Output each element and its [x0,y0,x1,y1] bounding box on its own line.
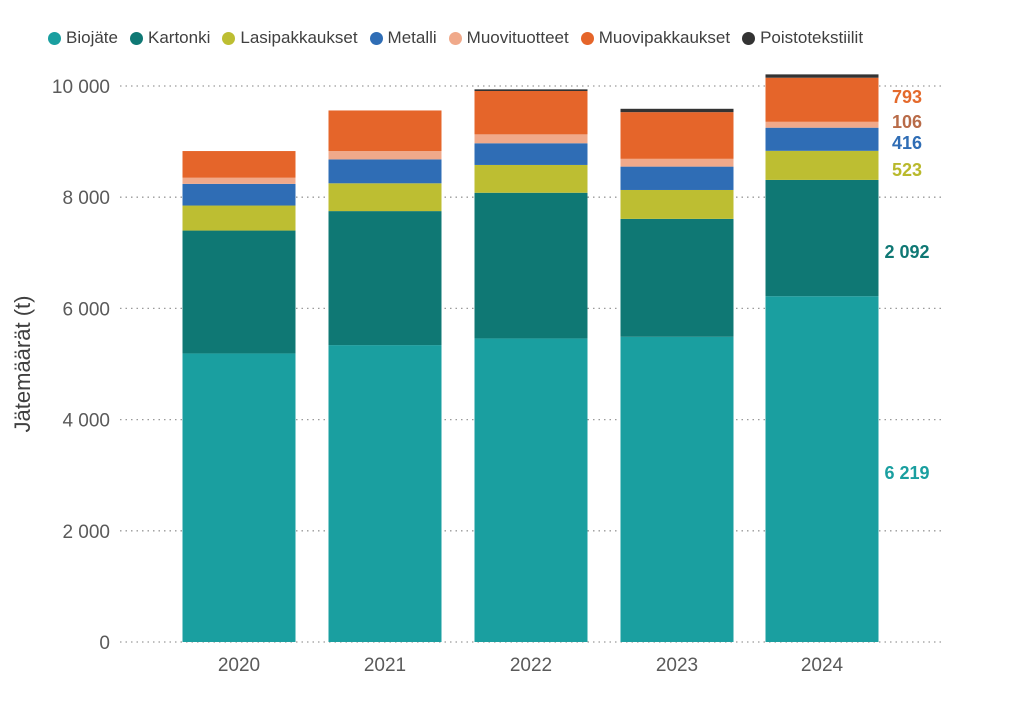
bar-segment [765,127,879,151]
bar-segment [182,151,296,178]
bar-segment [182,230,296,354]
legend-label: Muovituotteet [466,28,569,47]
bar-segment [182,177,296,184]
bar-segment [620,218,734,337]
data-label: 416 [892,133,922,153]
bar-segment [328,183,442,212]
bar-segment [765,150,879,180]
bar-segment [474,134,588,144]
bar-segment [765,179,879,297]
legend-swatch [580,31,594,45]
bar-segment [620,158,734,167]
bar-segment [620,112,734,159]
legend-item: Lasipakkaukset [222,28,358,48]
y-axis-label: Jätemäärät (t) [10,296,35,433]
bar-segment [328,159,442,184]
bar-segment [765,77,879,122]
data-label: 2 092 [884,242,929,262]
bar-segment [765,296,879,642]
legend-item: Kartonki [129,28,211,48]
legend-label: Lasipakkaukset [240,28,358,47]
x-tick-label: 2021 [364,655,406,676]
bar-segment [328,110,442,152]
bar-segment [474,338,588,642]
legend-swatch [48,31,61,45]
y-tick-label: 2 000 [62,522,110,543]
bar-segment [474,143,588,165]
y-tick-label: 6 000 [62,299,110,320]
legend-swatch [222,31,236,45]
data-label: 793 [892,87,922,107]
y-tick-label: 0 [99,633,110,654]
x-tick-label: 2023 [656,655,698,676]
data-label: 106 [892,112,922,132]
bar-segment [620,336,734,642]
data-label: 6 219 [884,463,929,483]
legend-swatch [742,31,756,45]
legend-label: Biojäte [66,28,118,47]
bar-segment [474,91,588,135]
legend-item: Muovituotteet [448,28,569,48]
legend-item: Poistotekstiilit [742,28,863,48]
bar-segment [474,89,588,92]
bar-segment [620,189,734,219]
x-tick-label: 2020 [218,655,260,676]
legend-label: Kartonki [147,28,211,47]
bar-segment [620,108,734,113]
y-tick-label: 8 000 [62,188,110,209]
legend-label: Muovipakkaukset [598,28,731,47]
bar-segment [765,74,879,78]
legend-swatch [129,31,143,45]
legend-swatch [369,31,383,45]
legend-item: Biojäte [48,28,118,48]
bar-segment [182,353,296,642]
bar-segment [328,211,442,346]
data-label: 523 [892,160,922,180]
bar-segment [182,183,296,206]
legend-label: Metalli [387,28,437,47]
x-tick-label: 2024 [801,655,844,676]
y-tick-label: 10 000 [52,77,110,98]
legend-item: Muovipakkaukset [580,28,731,48]
x-tick-label: 2022 [510,655,552,676]
bar-segment [474,164,588,193]
legend-item: Metalli [369,28,437,48]
bar-segment [328,345,442,642]
bar-segment [620,166,734,190]
bar-segment [328,151,442,160]
bar-segment [474,192,588,339]
bar-segment [765,121,879,128]
legend-swatch [448,31,462,45]
bar-segment [182,205,296,231]
y-tick-label: 4 000 [62,411,110,432]
legend-label: Poistotekstiilit [760,28,864,47]
chart-legend: Biojäte Kartonki Lasipakkaukset Metalli Muov… [48,28,863,48]
